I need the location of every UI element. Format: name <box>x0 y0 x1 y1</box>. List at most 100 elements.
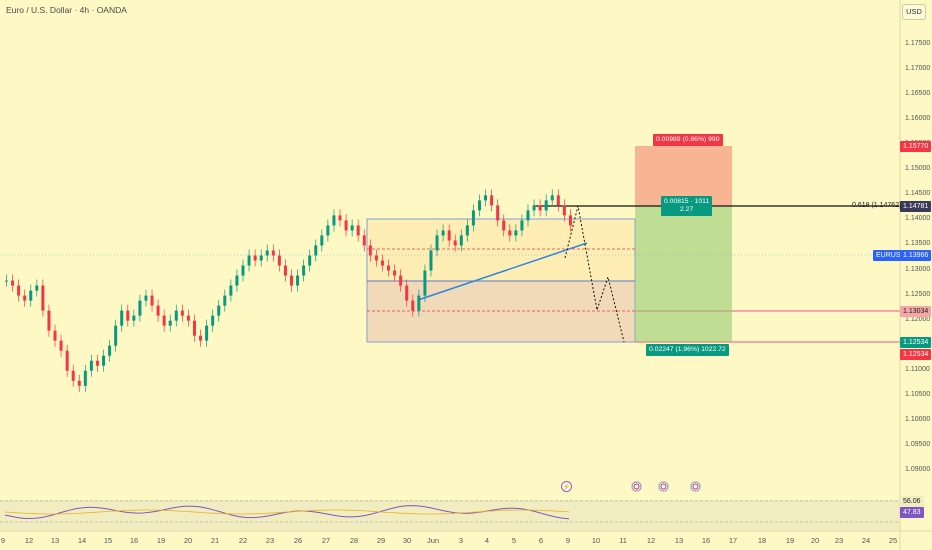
candle-body[interactable] <box>362 235 366 246</box>
candle-body[interactable] <box>223 295 227 306</box>
candle-body[interactable] <box>532 205 536 211</box>
rsi-pane[interactable] <box>0 500 900 530</box>
currency-button[interactable]: USD <box>902 4 926 20</box>
range-box-lower[interactable] <box>367 281 635 342</box>
candle-body[interactable] <box>241 265 245 276</box>
candle-body[interactable] <box>89 360 93 371</box>
candle-body[interactable] <box>180 310 184 316</box>
candle-body[interactable] <box>247 255 251 266</box>
candle-body[interactable] <box>11 280 15 286</box>
candle-body[interactable] <box>144 295 148 301</box>
candle-body[interactable] <box>356 225 360 236</box>
candle-body[interactable] <box>471 210 475 226</box>
candle-body[interactable] <box>199 335 203 341</box>
candle-body[interactable] <box>71 370 75 381</box>
candle-body[interactable] <box>65 350 69 371</box>
candle-body[interactable] <box>368 245 372 256</box>
candle-body[interactable] <box>435 235 439 251</box>
candle-body[interactable] <box>174 310 178 321</box>
candle-body[interactable] <box>186 315 190 321</box>
candle-body[interactable] <box>374 255 378 261</box>
candle-body[interactable] <box>162 315 166 326</box>
candle-body[interactable] <box>490 195 494 206</box>
candle-body[interactable] <box>344 220 348 231</box>
candle-body[interactable] <box>53 330 57 341</box>
candle-body[interactable] <box>235 275 239 286</box>
candle-body[interactable] <box>387 265 391 271</box>
candle-body[interactable] <box>217 305 221 316</box>
candle-body[interactable] <box>126 310 130 321</box>
candle-body[interactable] <box>253 255 257 261</box>
candle-body[interactable] <box>102 355 106 366</box>
candle-body[interactable] <box>192 320 196 336</box>
candle-body[interactable] <box>338 215 342 221</box>
candle-body[interactable] <box>277 255 281 266</box>
candle-body[interactable] <box>447 230 451 241</box>
candle-body[interactable] <box>211 315 215 326</box>
candle-body[interactable] <box>5 280 8 282</box>
candle-body[interactable] <box>459 235 463 246</box>
trend-line[interactable] <box>417 242 588 301</box>
candle-body[interactable] <box>17 285 21 296</box>
candle-body[interactable] <box>320 235 324 246</box>
candle-body[interactable] <box>302 265 306 276</box>
candle-body[interactable] <box>95 360 99 366</box>
candle-body[interactable] <box>556 195 560 206</box>
candle-body[interactable] <box>114 325 118 346</box>
candle-body[interactable] <box>59 340 63 351</box>
candle-body[interactable] <box>411 300 415 311</box>
candle-body[interactable] <box>290 275 293 286</box>
candle-body[interactable] <box>350 225 354 231</box>
candle-body[interactable] <box>477 200 481 211</box>
candle-body[interactable] <box>205 325 209 341</box>
candle-body[interactable] <box>514 230 518 236</box>
candle-body[interactable] <box>453 240 457 246</box>
candle-body[interactable] <box>23 295 27 301</box>
candle-body[interactable] <box>380 260 384 266</box>
candle-body[interactable] <box>332 215 336 226</box>
candle-body[interactable] <box>562 205 566 216</box>
candle-body[interactable] <box>283 265 287 276</box>
candle-body[interactable] <box>108 345 112 356</box>
candle-body[interactable] <box>47 310 51 331</box>
candle-body[interactable] <box>538 205 542 211</box>
candle-body[interactable] <box>229 285 233 296</box>
candle-body[interactable] <box>550 195 554 201</box>
candle-body[interactable] <box>393 270 397 276</box>
us-flag-icon[interactable] <box>631 481 642 492</box>
candle-body[interactable] <box>138 300 142 316</box>
candle-body[interactable] <box>29 290 33 301</box>
candle-body[interactable] <box>83 370 87 386</box>
candle-body[interactable] <box>405 285 409 301</box>
candle-body[interactable] <box>308 255 312 266</box>
target-zone[interactable] <box>635 206 732 342</box>
candle-body[interactable] <box>326 225 330 236</box>
candle-body[interactable] <box>544 200 548 211</box>
candle-body[interactable] <box>484 195 488 201</box>
candle-body[interactable] <box>168 320 172 326</box>
candle-body[interactable] <box>259 255 263 261</box>
candle-body[interactable] <box>568 215 572 226</box>
bolt-icon[interactable]: ⚡ <box>561 481 572 492</box>
us-flag-icon[interactable] <box>690 481 701 492</box>
us-flag-icon[interactable] <box>658 481 669 492</box>
candle-body[interactable] <box>314 245 318 256</box>
candle-body[interactable] <box>35 285 39 291</box>
candle-body[interactable] <box>271 250 275 256</box>
projection-path[interactable] <box>564 205 625 343</box>
candle-body[interactable] <box>132 315 136 321</box>
candle-body[interactable] <box>520 220 524 231</box>
candle-body[interactable] <box>156 305 160 316</box>
candle-body[interactable] <box>399 275 403 286</box>
candle-body[interactable] <box>41 285 45 311</box>
candle-body[interactable] <box>150 295 154 306</box>
candle-body[interactable] <box>77 380 81 386</box>
candle-body[interactable] <box>441 230 445 236</box>
candle-body[interactable] <box>120 310 124 326</box>
candle-body[interactable] <box>502 220 506 231</box>
candle-body[interactable] <box>296 275 300 286</box>
candle-body[interactable] <box>508 230 512 236</box>
candle-body[interactable] <box>417 295 421 311</box>
candle-body[interactable] <box>465 225 469 236</box>
